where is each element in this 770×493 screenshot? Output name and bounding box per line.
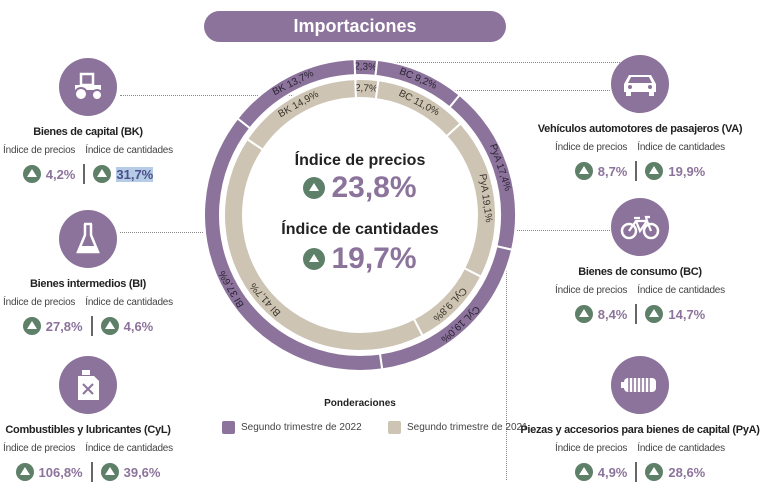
cantidades-value: 39,6% bbox=[123, 464, 161, 480]
cantidades-label: Índice de cantidades bbox=[85, 443, 173, 454]
increase-icon bbox=[574, 463, 593, 481]
page-title: Importaciones bbox=[204, 11, 506, 42]
category-va: Vehículos automotores de pasajeros (VA) … bbox=[515, 55, 765, 181]
precios-value: 4,9% bbox=[597, 464, 628, 480]
increase-icon bbox=[645, 162, 664, 180]
cantidades-value: 4,6% bbox=[123, 318, 154, 334]
category-title: Bienes intermedios (BI) bbox=[30, 278, 146, 290]
legend-label: Segundo trimestre de 2022 bbox=[241, 422, 362, 433]
divider bbox=[90, 462, 93, 482]
cantidades-label: Índice de cantidades bbox=[637, 285, 725, 296]
category-title: Bienes de consumo (BC) bbox=[578, 266, 702, 278]
precios-value: 8,7% bbox=[597, 163, 628, 179]
cantidades-value: 19,7% bbox=[331, 242, 417, 275]
precios-value: 23,8% bbox=[331, 171, 417, 204]
connector-line bbox=[500, 230, 610, 231]
precios-label: Índice de precios bbox=[555, 142, 628, 153]
tractor-icon bbox=[59, 58, 117, 116]
category-bc: Bienes de consumo (BC) Índice de precios… bbox=[515, 198, 765, 324]
center-cantidades-value: 19,7% bbox=[260, 242, 460, 276]
increase-icon bbox=[22, 317, 41, 335]
category-pya: Piezas y accesorios para bienes de capit… bbox=[515, 356, 765, 482]
cantidades-value: 28,6% bbox=[668, 464, 706, 480]
precios-label: Índice de precios bbox=[555, 285, 628, 296]
increase-icon bbox=[100, 317, 119, 335]
cantidades-label: Índice de cantidades bbox=[85, 145, 173, 156]
increase-icon bbox=[22, 165, 41, 183]
precios-label: Índice de precios bbox=[555, 443, 628, 454]
precios-value: 4,2% bbox=[45, 166, 76, 182]
precios-value: 27,8% bbox=[45, 318, 83, 334]
precios-value: 8,4% bbox=[597, 306, 628, 322]
cantidades-label: Índice de cantidades bbox=[637, 443, 725, 454]
legend-item-2022: Segundo trimestre de 2022 bbox=[222, 421, 362, 434]
increase-icon bbox=[93, 165, 112, 183]
car-icon bbox=[611, 55, 669, 113]
legend-item-2021: Segundo trimestre de 2021 bbox=[388, 421, 528, 434]
connector-line bbox=[440, 90, 610, 91]
category-title: Combustibles y lubricantes (CyL) bbox=[5, 424, 171, 436]
increase-icon bbox=[15, 463, 34, 481]
legend-title: Ponderaciones bbox=[324, 398, 396, 409]
increase-icon bbox=[100, 463, 119, 481]
flask-icon bbox=[59, 210, 117, 268]
increase-icon bbox=[574, 305, 593, 323]
cantidades-label: Índice de cantidades bbox=[637, 142, 725, 153]
connector-line bbox=[120, 95, 350, 96]
part-icon bbox=[611, 356, 669, 414]
precios-value: 106,8% bbox=[38, 464, 83, 480]
connector-line bbox=[506, 240, 507, 480]
increase-icon bbox=[574, 162, 593, 180]
fuel-can-icon bbox=[59, 356, 117, 414]
precios-label: Índice de precios bbox=[3, 145, 76, 156]
category-title: Bienes de capital (BK) bbox=[33, 126, 143, 138]
divider bbox=[635, 304, 638, 324]
center-precios-label: Índice de precios bbox=[294, 152, 426, 169]
category-title: Piezas y accesorios para bienes de capit… bbox=[520, 424, 760, 436]
divider bbox=[635, 462, 638, 482]
bicycle-icon bbox=[611, 198, 669, 256]
increase-icon bbox=[645, 305, 664, 323]
cantidades-value: 31,7% bbox=[116, 166, 154, 182]
center-precios-value: 23,8% bbox=[260, 171, 460, 205]
category-cyl: Combustibles y lubricantes (CyL) Índice … bbox=[0, 356, 178, 482]
precios-label: Índice de precios bbox=[3, 443, 76, 454]
precios-label: Índice de precios bbox=[3, 297, 76, 308]
legend-swatch bbox=[388, 421, 401, 434]
cantidades-value: 19,9% bbox=[668, 163, 706, 179]
category-title: Vehículos automotores de pasajeros (VA) bbox=[537, 123, 743, 135]
donut-segment-bk bbox=[245, 78, 357, 152]
donut-chart: 2,3% BC 9,2%PyA 17,4%CyL 19,0%BI 37,6%BK … bbox=[203, 58, 517, 372]
donut-segment-bk bbox=[236, 58, 357, 130]
cantidades-value: 14,7% bbox=[668, 306, 706, 322]
donut-label: 2,3% bbox=[354, 61, 377, 73]
connector-line bbox=[380, 62, 630, 63]
divider bbox=[635, 161, 638, 181]
divider bbox=[83, 164, 86, 184]
category-bi: Bienes intermedios (BI) Índice de precio… bbox=[0, 210, 178, 336]
increase-icon bbox=[303, 177, 326, 199]
increase-icon bbox=[303, 248, 326, 270]
legend-label: Segundo trimestre de 2021 bbox=[407, 422, 528, 433]
center-cantidades-label: Índice de cantidades bbox=[281, 221, 439, 238]
divider bbox=[90, 316, 93, 336]
connector-line bbox=[120, 232, 205, 233]
increase-icon bbox=[645, 463, 664, 481]
cantidades-label: Índice de cantidades bbox=[85, 297, 173, 308]
donut-label: 2,7% bbox=[355, 83, 378, 95]
legend-swatch bbox=[222, 421, 235, 434]
category-bk: Bienes de capital (BK) Índice de precios… bbox=[0, 58, 178, 184]
